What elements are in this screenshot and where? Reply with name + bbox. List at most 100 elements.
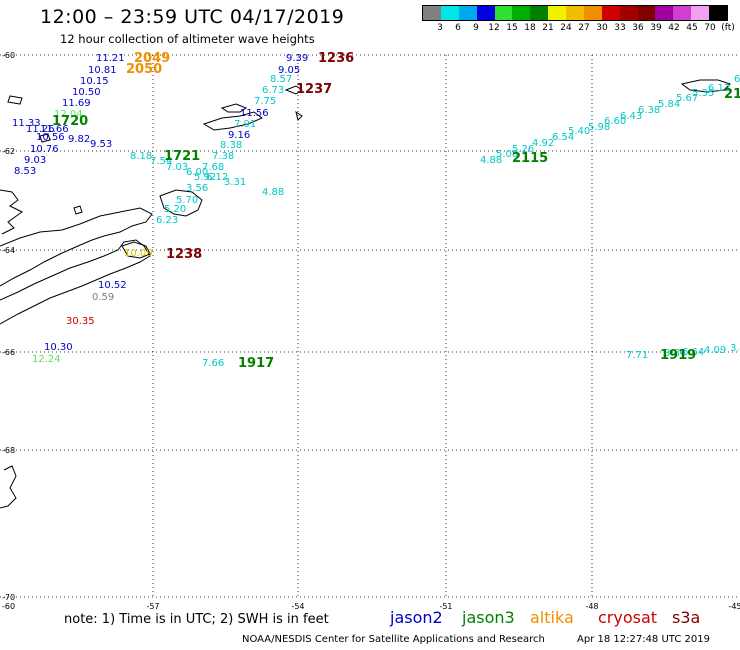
lat-label: -60 xyxy=(2,51,15,60)
legend-swatch xyxy=(423,6,441,20)
wave-height-label: 7.03 xyxy=(166,162,188,173)
wave-height-label: 5.26 xyxy=(512,144,534,155)
wave-height-label: 7.66 xyxy=(202,358,224,369)
wave-height-label: 11.56 xyxy=(240,108,269,119)
wave-height-label: 9.82 xyxy=(68,134,90,145)
footer-credit: NOAA/NESDIS Center for Satellite Applica… xyxy=(242,634,545,645)
island-james-ross xyxy=(121,241,151,259)
legend-swatch xyxy=(673,6,692,20)
wave-height-label: 6.54 xyxy=(552,132,574,143)
legend-jason2: jason2 xyxy=(390,608,443,627)
map-title: 12:00 – 23:59 UTC 04/17/2019 xyxy=(40,6,345,28)
island-elephant xyxy=(284,85,303,95)
wave-height-label: 8.57 xyxy=(270,74,292,85)
wave-height-label: 11.21 xyxy=(96,53,125,64)
lat-label: -70 xyxy=(2,593,15,602)
wave-height-label: 7.91 xyxy=(234,119,256,130)
coast-east-islet xyxy=(295,110,303,121)
pass-time-label: 1236 xyxy=(318,51,354,66)
legend-tick-labels: 3 6 9 12 15 18 21 24 27 30 33 36 39 42 45 70 (ft) xyxy=(422,23,735,35)
wave-height-label: 5.08 xyxy=(496,149,518,160)
legend-swatch xyxy=(691,6,709,20)
wave-height-label: 4.88 xyxy=(480,155,502,166)
legend-swatch xyxy=(619,6,638,20)
pass-time-label: 21 xyxy=(724,87,740,102)
coast-left-edge xyxy=(0,189,23,235)
coast-small-islet-1 xyxy=(39,133,51,143)
pass-time-label: 1919 xyxy=(660,348,696,363)
wave-height-label: 7.68 xyxy=(202,162,224,173)
map-footer: note: 1) Time is in UTC; 2) SWH is in fe… xyxy=(0,606,740,650)
wave-height-label: 8.38 xyxy=(220,140,242,151)
island-cluster-sw xyxy=(7,95,23,105)
legend-swatch xyxy=(566,6,584,20)
pass-time-label: 1237 xyxy=(296,82,332,97)
island-livingston xyxy=(220,103,248,113)
legend-tick-label: 21 xyxy=(542,23,554,33)
legend-swatch xyxy=(637,6,656,20)
legend-s3a: s3a xyxy=(672,608,701,627)
wave-height-label: 7.71 xyxy=(626,350,648,361)
wave-height-label: 11.26 xyxy=(26,124,55,135)
legend-tick-label: (ft) xyxy=(721,23,735,33)
wave-height-label: 10.09 xyxy=(124,248,153,259)
legend-tick-label: 39 xyxy=(650,23,662,33)
wave-height-label: 5.70 xyxy=(176,195,198,206)
coast-small-islet-2 xyxy=(73,205,83,215)
wave-height-label: 8.18 xyxy=(130,151,152,162)
wave-height-label: 10.15 xyxy=(80,76,109,87)
legend-swatch xyxy=(512,6,531,20)
wave-height-label: 10.76 xyxy=(30,144,59,155)
corner-label: -60 xyxy=(2,602,15,611)
wave-height-label: 11.33 xyxy=(12,118,41,129)
wave-height-label: 9.03 xyxy=(24,155,46,166)
wave-height-label: 6.38 xyxy=(638,105,660,116)
wave-height-label: 11.69 xyxy=(62,98,91,109)
wave-height-label: 10.81 xyxy=(88,65,117,76)
coast-peninsula-south xyxy=(0,239,151,325)
legend-swatch xyxy=(494,6,513,20)
lat-label: -66 xyxy=(2,348,15,357)
wave-height-label: 9.05 xyxy=(278,65,300,76)
coast-peninsula-north xyxy=(0,207,153,287)
legend-swatch xyxy=(440,6,459,20)
wave-height-label: 9.16 xyxy=(228,130,250,141)
lon-label: -57 xyxy=(146,602,159,611)
legend-jason3: jason3 xyxy=(462,608,515,627)
legend-tick-label: 30 xyxy=(596,23,608,33)
pass-time-label: 1720 xyxy=(52,114,88,129)
wave-height-label: 12.24 xyxy=(32,354,61,365)
legend-tick-label: 27 xyxy=(578,23,590,33)
wave-height-label: 6 xyxy=(734,74,740,85)
footer-note: note: 1) Time is in UTC; 2) SWH is in fe… xyxy=(64,612,329,627)
lon-label: -54 xyxy=(291,602,304,611)
wave-height-label: 5.98 xyxy=(588,122,610,133)
wave-height-label: 9.53 xyxy=(90,139,112,150)
legend-tick-label: 45 xyxy=(686,23,698,33)
legend-swatch xyxy=(548,6,566,20)
wave-height-label: 10.50 xyxy=(72,87,101,98)
pass-time-label: 1917 xyxy=(238,356,274,371)
axis-labels: -60 -62 -64 -66 -68 -70 -57 -54 -51 -48 -45 -60 xyxy=(2,51,740,611)
legend-tick-label: 70 xyxy=(704,23,716,33)
wave-height-label: 3.56 xyxy=(186,183,208,194)
wave-height-label: 6.12 xyxy=(708,83,730,94)
legend-swatch xyxy=(458,6,477,20)
wave-height-label: 6.23 xyxy=(156,215,178,226)
wave-height-label: 6.64 xyxy=(682,347,704,358)
wave-height-label: 30.35 xyxy=(66,316,95,327)
wave-height-label: 6.73 xyxy=(262,85,284,96)
wave-height-label: 6.43 xyxy=(620,111,642,122)
legend-tick-label: 36 xyxy=(632,23,644,33)
wave-height-label: 4.88 xyxy=(262,187,284,198)
legend-swatches xyxy=(422,5,728,21)
wave-height-label: 5.35 xyxy=(692,88,714,99)
wave-height-label: 0.59 xyxy=(92,292,114,303)
footer-timestamp: Apr 18 12:27:48 UTC 2019 xyxy=(577,634,710,645)
pass-time-label: 1238 xyxy=(166,247,202,262)
legend-swatch xyxy=(709,6,727,20)
legend-swatch xyxy=(601,6,620,20)
lon-label: -51 xyxy=(439,602,452,611)
